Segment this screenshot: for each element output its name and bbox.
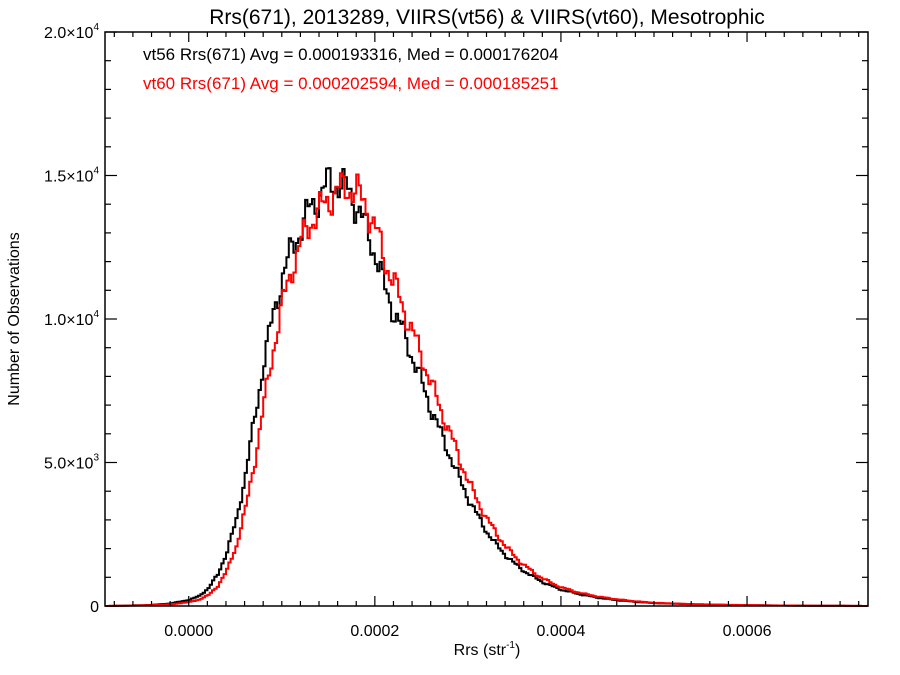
x-tick-label: 0.0004 (536, 623, 585, 640)
y-tick-label: 1.5×104 (44, 166, 99, 186)
annotation-vt56: vt56 Rrs(671) Avg = 0.000193316, Med = 0… (143, 45, 559, 64)
annotations: vt56 Rrs(671) Avg = 0.000193316, Med = 0… (143, 45, 559, 93)
x-axis-label-exponent: -1 (506, 640, 515, 651)
plot-frame (104, 31, 869, 607)
y-tick-label: 2.0×104 (44, 22, 99, 42)
x-tick-labels: 0.0000 0.0002 0.0004 0.0006 (164, 623, 771, 640)
chart-title: Rrs(671), 2013289, VIIRS(vt56) & VIIRS(v… (209, 6, 765, 29)
x-axis-label-main: Rrs (str (454, 642, 507, 659)
y-tick-label: 0 (90, 599, 99, 616)
x-tick-label: 0.0006 (723, 623, 772, 640)
y-tick-label: 1.0×104 (44, 309, 99, 329)
y-tick-labels: 0 5.0×103 1.0×104 1.5×104 2.0×104 (44, 22, 99, 616)
series-layer (105, 167, 868, 607)
tick-layer (105, 31, 868, 607)
y-tick-label: 5.0×103 (44, 453, 99, 473)
series-vt60-line (105, 172, 868, 607)
x-axis-label-close: ) (515, 642, 520, 659)
annotation-vt60: vt60 Rrs(671) Avg = 0.000202594, Med = 0… (143, 74, 559, 93)
y-axis-label: Number of Observations (6, 232, 23, 405)
x-axis-label: Rrs (str-1) (454, 640, 521, 659)
x-tick-label: 0.0000 (164, 623, 213, 640)
x-tick-label: 0.0002 (350, 623, 399, 640)
